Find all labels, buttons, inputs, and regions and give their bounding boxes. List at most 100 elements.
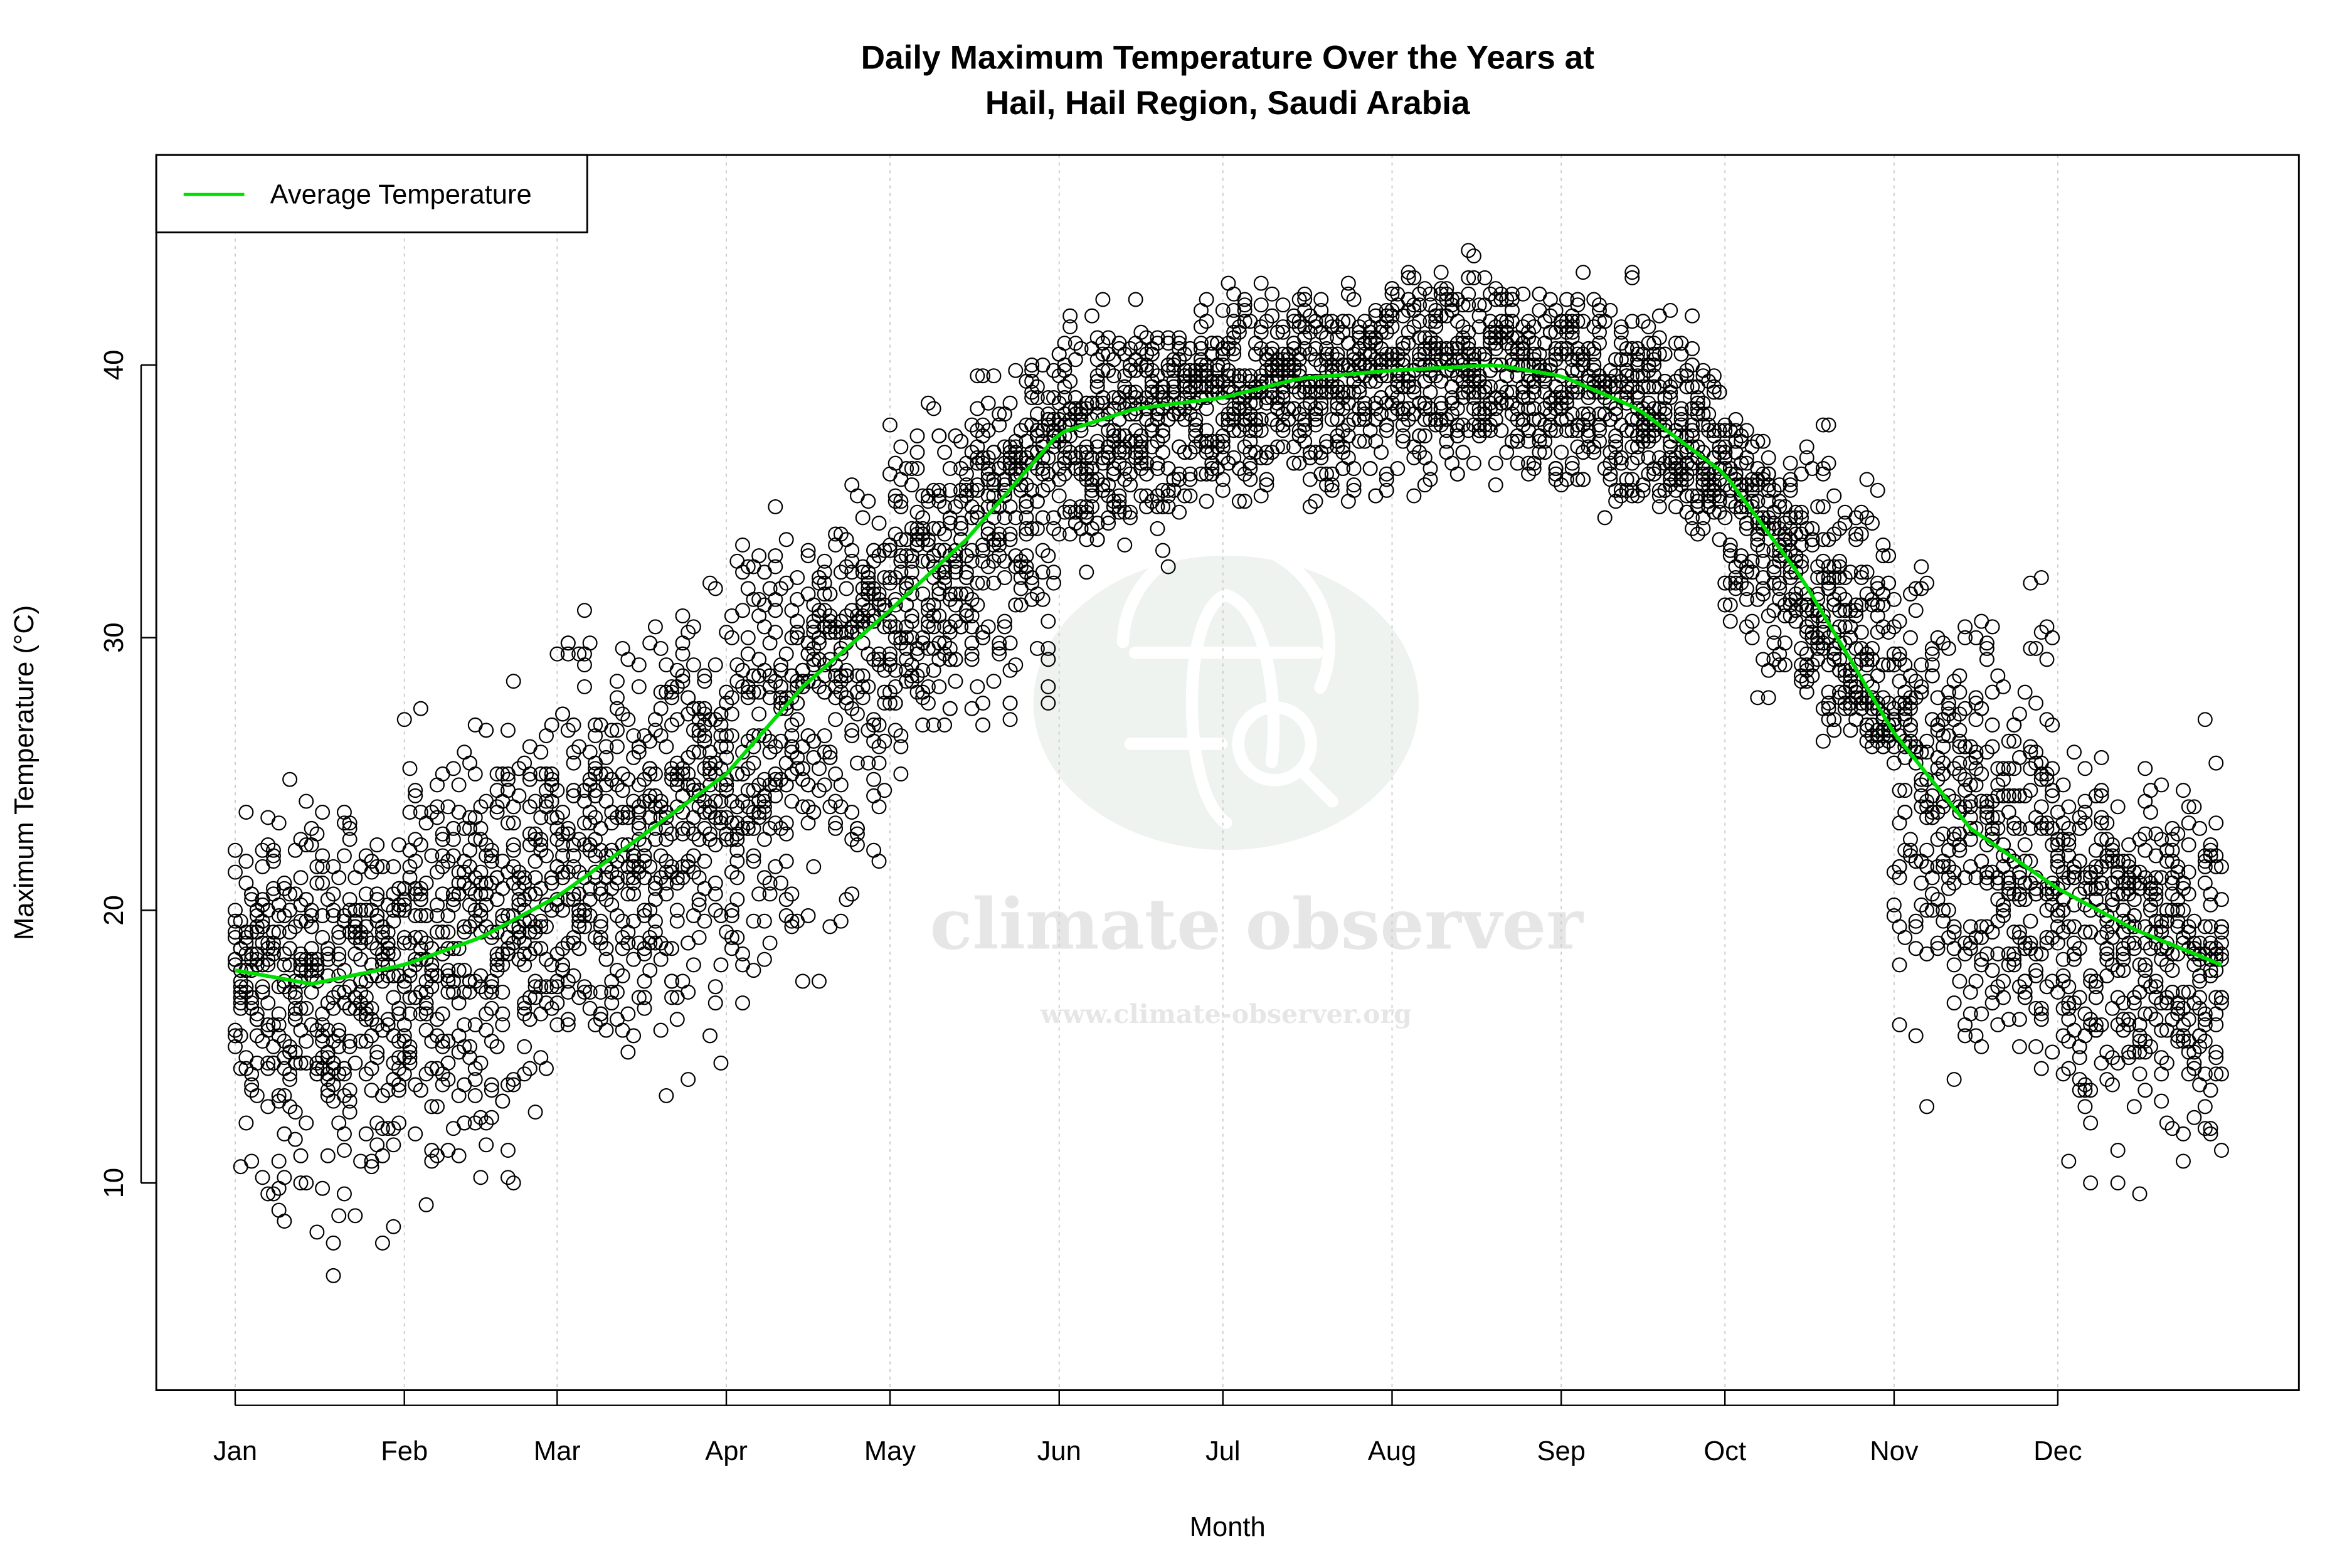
- data-point: [707, 903, 723, 918]
- data-point: [707, 876, 723, 891]
- data-point: [358, 848, 374, 864]
- data-point: [681, 1072, 696, 1088]
- data-point: [369, 837, 385, 852]
- data-point: [566, 744, 581, 760]
- data-point: [631, 820, 647, 836]
- data-point: [484, 984, 499, 1000]
- data-point: [342, 1034, 358, 1049]
- data-point: [871, 854, 887, 869]
- data-point: [778, 854, 794, 869]
- data-point: [926, 401, 941, 416]
- data-point: [249, 919, 265, 935]
- data-point: [451, 1148, 467, 1163]
- data-point: [844, 701, 860, 716]
- data-point: [659, 941, 674, 956]
- data-point: [920, 679, 936, 694]
- data-point: [697, 728, 712, 744]
- data-point: [642, 859, 658, 874]
- data-point: [408, 908, 423, 923]
- data-point: [675, 826, 691, 842]
- data-point: [746, 913, 761, 929]
- data-point: [740, 559, 756, 575]
- data-point: [637, 1000, 652, 1016]
- data-point: [304, 919, 319, 935]
- data-point: [451, 963, 467, 978]
- data-point: [331, 1208, 347, 1224]
- data-point: [517, 1006, 532, 1022]
- data-point: [844, 805, 860, 820]
- data-point: [593, 919, 608, 935]
- data-point: [942, 619, 958, 635]
- data-point: [893, 439, 909, 455]
- data-point: [839, 625, 854, 640]
- data-point: [784, 717, 800, 733]
- data-point: [304, 1017, 319, 1032]
- data-point: [877, 733, 893, 749]
- data-point: [435, 1034, 450, 1049]
- data-point: [501, 723, 516, 738]
- data-point: [576, 679, 592, 694]
- data-point: [517, 1039, 532, 1054]
- data-point: [768, 777, 783, 793]
- data-point: [576, 657, 592, 673]
- data-point: [609, 984, 625, 1000]
- data-point: [904, 461, 919, 476]
- data-point: [435, 1039, 450, 1054]
- data-point: [773, 581, 788, 596]
- data-point: [293, 1055, 309, 1071]
- data-point: [228, 1028, 243, 1044]
- data-point: [430, 924, 445, 940]
- watermark-logo: climate observer www.climate-observer.or…: [930, 536, 1584, 1029]
- data-point: [707, 657, 723, 673]
- data-point: [724, 690, 739, 706]
- data-point: [527, 941, 543, 956]
- data-point: [566, 859, 581, 874]
- data-point: [380, 946, 396, 961]
- data-point: [304, 908, 319, 923]
- data-point: [260, 1061, 276, 1076]
- data-point: [746, 854, 761, 869]
- data-point: [839, 892, 854, 908]
- data-point: [522, 799, 538, 815]
- data-point: [849, 613, 865, 629]
- data-point: [353, 924, 369, 940]
- data-point: [588, 848, 603, 864]
- data-point: [467, 973, 483, 989]
- data-point: [326, 1235, 341, 1251]
- data-point: [609, 908, 625, 923]
- data-point: [817, 777, 832, 793]
- data-point: [277, 1214, 292, 1229]
- data-point: [588, 766, 603, 782]
- data-point: [408, 832, 423, 847]
- data-point: [473, 1110, 489, 1125]
- data-point: [871, 739, 887, 755]
- data-point: [391, 1115, 407, 1131]
- data-point: [560, 864, 576, 880]
- data-point: [549, 646, 565, 662]
- data-point: [402, 1044, 418, 1060]
- data-point: [566, 783, 581, 798]
- data-point: [822, 625, 838, 640]
- data-point: [653, 640, 669, 656]
- data-point: [555, 706, 571, 722]
- data-point: [408, 1126, 423, 1142]
- data-point: [440, 1055, 456, 1071]
- data-point: [277, 1170, 292, 1185]
- data-point: [931, 652, 947, 667]
- data-point: [669, 876, 685, 891]
- data-point: [342, 815, 358, 831]
- data-point: [598, 750, 614, 765]
- data-point: [882, 646, 898, 662]
- data-point: [287, 1055, 303, 1071]
- data-point: [538, 1061, 554, 1076]
- data-point: [926, 608, 941, 623]
- data-point: [506, 842, 521, 858]
- data-point: [817, 564, 832, 580]
- data-point: [293, 1000, 309, 1016]
- data-point: [315, 805, 331, 820]
- data-point: [724, 908, 739, 923]
- data-point: [484, 1077, 499, 1093]
- data-point: [418, 876, 434, 891]
- data-point: [445, 892, 461, 908]
- data-point: [265, 946, 281, 961]
